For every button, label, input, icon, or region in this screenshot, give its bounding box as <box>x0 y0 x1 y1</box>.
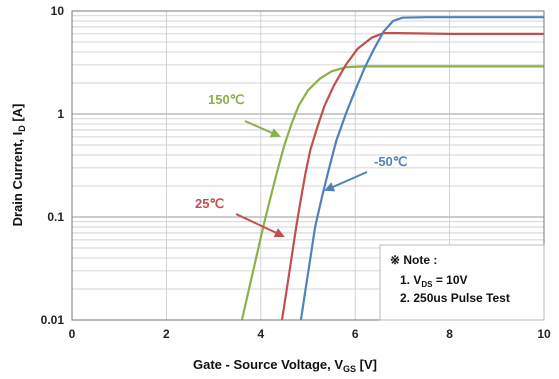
note-line-1: 1. VDS = 10V <box>400 273 468 289</box>
x-tick-labels: 0 2 4 6 8 10 <box>69 327 551 341</box>
note-title: ※ Note : <box>390 253 437 267</box>
grid <box>71 11 545 321</box>
y-tick-label: 10 <box>51 4 65 18</box>
annotation-25c: 25℃ <box>195 196 224 211</box>
x-tick-label: 0 <box>69 327 76 341</box>
x-tick-label: 8 <box>446 327 453 341</box>
arrow-minus50c <box>324 171 368 192</box>
arrow-25c <box>235 213 285 238</box>
x-tick-label: 4 <box>257 327 264 341</box>
note-box: ※ Note : 1. VDS = 10V 2. 250us Pulse Tes… <box>379 244 545 321</box>
note-box-background <box>379 244 545 321</box>
y-tick-labels: 0.01 0.1 1 10 <box>41 4 65 327</box>
series-line-1 <box>280 32 544 321</box>
y-tick-label: 0.01 <box>41 313 65 327</box>
annotation-minus50c: -50℃ <box>374 154 407 169</box>
x-tick-label: 10 <box>537 327 551 341</box>
series-group <box>240 16 544 321</box>
y-axis-title: Drain Current, ID [A] <box>10 104 27 227</box>
series-line-2 <box>299 16 544 321</box>
x-tick-label: 2 <box>163 327 170 341</box>
annotation-150c: 150℃ <box>208 92 244 107</box>
note-line-2: 2. 250us Pulse Test <box>400 291 510 305</box>
x-axis-title: Gate - Source Voltage, VGS [V] <box>193 357 377 374</box>
y-tick-label: 0.1 <box>47 210 64 224</box>
plot-frame <box>71 10 545 321</box>
y-tick-label: 1 <box>57 107 64 121</box>
x-tick-label: 6 <box>352 327 359 341</box>
arrow-150c <box>244 120 281 138</box>
series-line-0 <box>240 65 544 321</box>
